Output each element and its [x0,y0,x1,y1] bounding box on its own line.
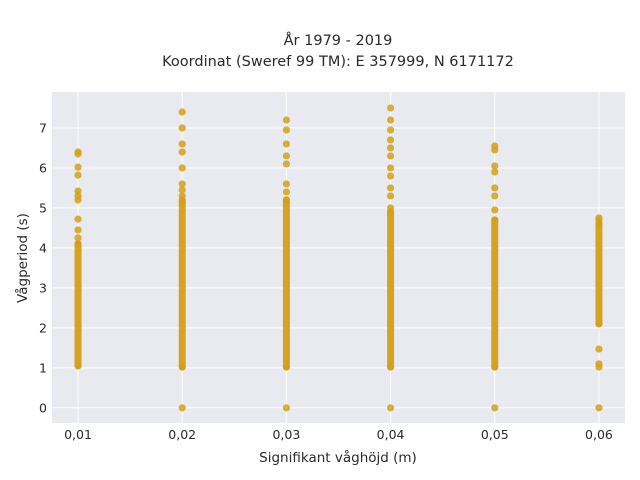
x-tick-label: 0,06 [585,427,613,442]
data-point [595,404,603,412]
data-point [386,116,395,124]
data-point [178,108,186,116]
data-point [178,164,186,172]
data-point [386,152,395,160]
plot-area [52,92,625,423]
data-points [74,104,603,412]
y-tick-label: 5 [39,200,47,215]
data-point [595,320,603,328]
data-point [74,163,82,171]
x-axis-title: Signifikant våghöjd (m) [259,449,417,466]
data-point [491,192,499,200]
x-tick-label: 0,01 [64,427,92,442]
data-point [595,214,603,222]
data-point [282,160,291,168]
y-axis-title: Vågperiod (s) [14,213,31,303]
x-tick-labels: 0,01 0,02 0,03 0,04 0,05 0,06 [64,427,613,442]
data-point [282,116,291,124]
data-point [74,240,82,248]
data-point [282,188,291,196]
data-point [595,360,603,368]
y-tick-label: 6 [39,160,47,175]
data-point [491,404,499,412]
data-point [282,404,291,412]
data-point [282,180,291,188]
chart-title: År 1979 - 2019 [284,32,393,49]
chart-subtitle: Koordinat (Sweref 99 TM): E 357999, N 61… [162,54,514,70]
data-point [386,192,395,200]
data-point [386,204,395,212]
y-tick-label: 0 [39,400,47,415]
y-tick-label: 7 [39,120,47,135]
data-point [74,234,82,242]
data-point [178,192,186,200]
data-point [491,142,499,150]
data-point [491,168,499,176]
data-point [282,126,291,134]
y-tick-label: 4 [39,240,47,255]
data-point [491,206,499,214]
data-point [282,196,291,204]
x-tick-label: 0,05 [481,427,509,442]
data-point [282,140,291,148]
x-tick-label: 0,04 [377,427,405,442]
data-point [386,144,395,152]
data-point [491,184,499,192]
data-point [386,363,395,371]
data-point [178,124,186,132]
data-point [178,186,186,194]
data-point [178,180,186,188]
data-point [386,172,395,180]
data-point [178,148,186,156]
data-point [491,162,499,170]
y-tick-label: 1 [39,360,47,375]
data-point [386,126,395,134]
data-point [282,152,291,160]
data-point [74,171,82,179]
data-point [74,226,82,234]
y-tick-label: 3 [39,280,47,295]
y-tick-labels: 0 1 2 3 4 5 6 7 [39,120,47,415]
data-point [491,216,499,224]
data-point [386,184,395,192]
x-tick-label: 0,03 [272,427,300,442]
y-tick-label: 2 [39,320,47,335]
data-point [74,148,82,156]
data-point [386,136,395,144]
data-point [178,140,186,148]
data-point [74,362,82,370]
data-point [386,404,395,412]
data-point [386,104,395,112]
data-point [74,187,82,195]
data-point [595,345,603,353]
data-point [74,215,82,223]
data-point [178,404,186,412]
data-point [282,363,291,371]
data-point [386,164,395,172]
x-tick-label: 0,02 [168,427,196,442]
data-point [491,363,499,371]
data-point [178,363,186,371]
